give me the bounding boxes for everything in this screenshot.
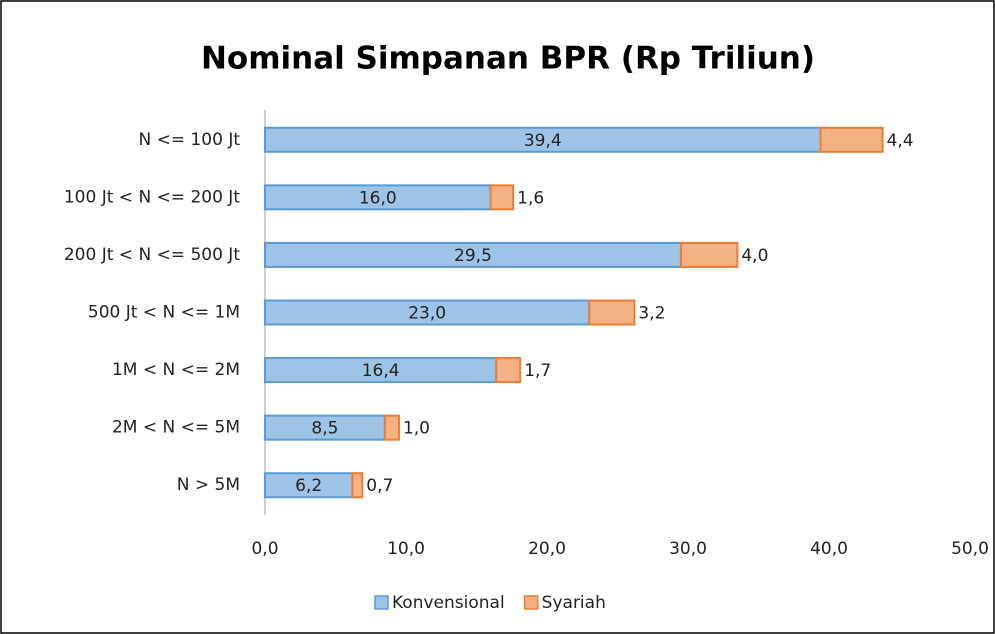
data-label: 1,0 [403,419,430,439]
y-tick-label: N <= 100 Jt [138,130,240,150]
legend-label: Syariah [542,593,606,613]
x-tick-label: 0,0 [251,539,278,559]
chart-title: Nominal Simpanan BPR (Rp Triliun) [201,41,815,77]
data-label: 1,7 [524,361,551,381]
bar-segment [489,184,515,211]
x-tick-label: 40,0 [810,539,848,559]
bar-segment [819,126,884,153]
data-label: 23,0 [408,304,446,324]
x-tick-label: 20,0 [528,539,566,559]
legend-label: Konvensional [392,593,505,613]
data-label: 1,6 [517,188,544,208]
bar-segment [383,414,400,441]
data-label: 4,4 [887,131,914,151]
data-label: 4,0 [741,246,768,266]
y-tick-label: 2M < N <= 5M [112,418,240,438]
data-label: 39,4 [524,131,562,151]
bar-segment [264,184,492,211]
legend-swatch [523,595,539,610]
x-tick-label: 30,0 [669,539,707,559]
data-label: 16,0 [359,188,397,208]
data-label: 6,2 [295,476,322,496]
data-label: 29,5 [454,246,492,266]
bar-segment [495,357,522,384]
data-label: 3,2 [638,304,665,324]
data-label: 0,7 [366,476,393,496]
y-tick-label: N > 5M [177,475,240,495]
bar-segment [264,126,822,153]
x-tick-label: 50,0 [951,539,989,559]
y-tick-label: 100 Jt < N <= 200 Jt [64,187,240,207]
y-tick-label: 200 Jt < N <= 500 Jt [64,245,240,265]
legend-swatch [374,595,389,610]
y-tick-label: 1M < N <= 2M [112,360,240,380]
x-tick-label: 10,0 [387,539,425,559]
bar-segment [588,299,636,326]
data-label: 16,4 [362,361,400,381]
bar-segment [351,472,364,499]
data-label: 8,5 [311,419,338,439]
bar-segment [679,241,739,268]
y-tick-label: 500 Jt < N <= 1M [88,303,240,323]
